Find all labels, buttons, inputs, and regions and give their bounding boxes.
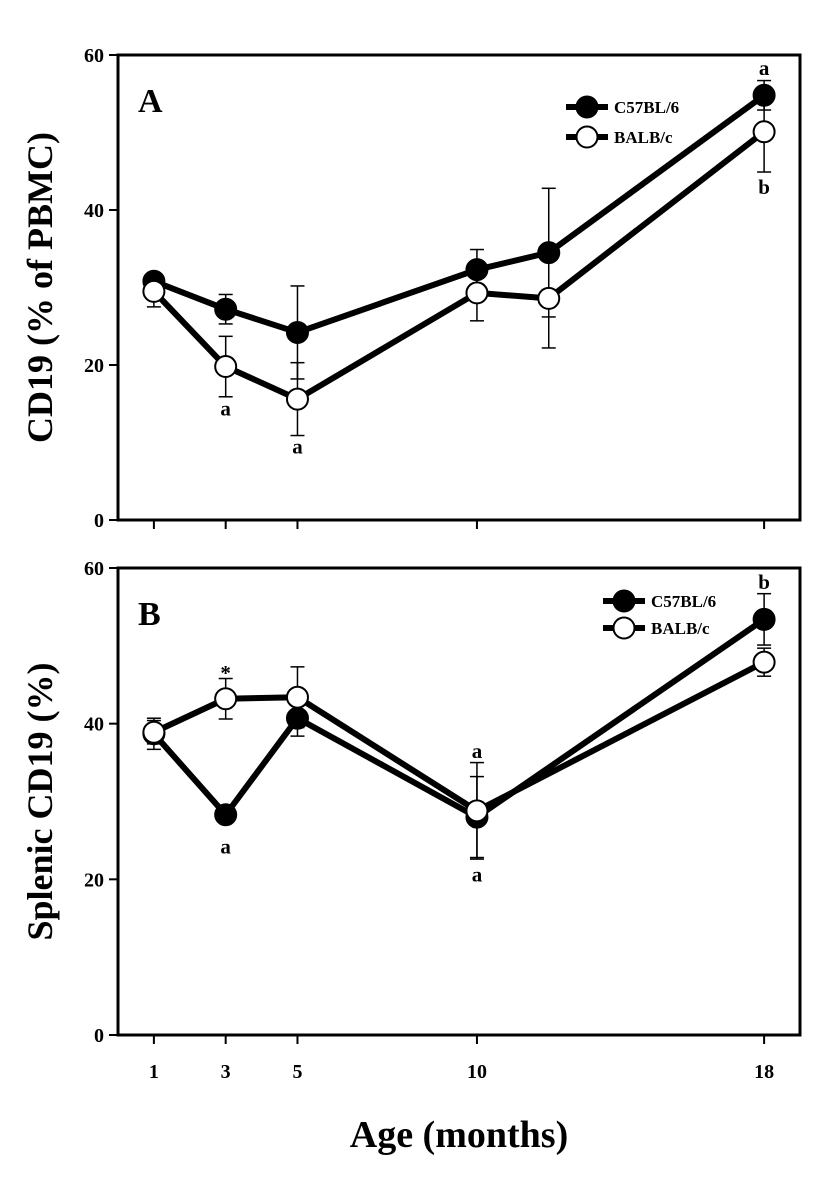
series-line-balb-c	[151, 129, 766, 403]
significance-annotation: a	[759, 56, 770, 80]
y-tick-label: 0	[94, 1025, 104, 1047]
y-tick-label: 40	[84, 200, 104, 222]
legend-entry: BALB/c	[651, 619, 710, 638]
significance-annotation: a	[292, 434, 303, 458]
data-point-balb-c	[537, 286, 561, 310]
data-point-balb-c	[285, 387, 309, 411]
legend-marker	[575, 95, 599, 119]
data-point-balb-c	[465, 281, 489, 305]
data-point-balb-c	[214, 687, 238, 711]
y-tick-label: 60	[84, 558, 104, 580]
data-point-c57bl-6	[537, 241, 561, 265]
legend-marker	[612, 589, 636, 613]
legend-marker	[575, 125, 599, 149]
significance-annotation: *	[220, 661, 231, 685]
data-point-balb-c	[752, 650, 776, 674]
significance-annotation: a	[472, 739, 483, 763]
data-point-c57bl-6	[752, 83, 776, 107]
legend-entry: BALB/c	[614, 128, 673, 147]
y-tick-label: 20	[84, 869, 104, 891]
data-point-c57bl-6	[214, 297, 238, 321]
y-tick-label: 20	[84, 355, 104, 377]
x-tick-label: 5	[292, 1061, 302, 1083]
significance-annotation: b	[758, 570, 770, 594]
x-tick-label: 10	[467, 1061, 487, 1083]
x-axis-label: Age (months)	[350, 1114, 568, 1156]
y-axis-label: Splenic CD19 (%)	[20, 663, 60, 941]
data-point-c57bl-6	[752, 607, 776, 631]
plot-frame-b	[116, 566, 802, 1037]
significance-annotation: a	[220, 835, 231, 859]
data-point-balb-c	[752, 120, 776, 144]
significance-annotation: a	[220, 396, 231, 420]
y-tick-label: 60	[84, 45, 104, 67]
data-point-balb-c	[285, 685, 309, 709]
panel-label: A	[138, 83, 163, 120]
significance-annotation: a	[472, 863, 483, 887]
y-axis-label: CD19 (% of PBMC)	[20, 132, 60, 443]
series-line-c57bl-6	[151, 616, 766, 821]
significance-annotation: b	[758, 175, 770, 199]
data-point-c57bl-6	[285, 706, 309, 730]
data-point-balb-c	[465, 799, 489, 823]
x-tick-label: 18	[754, 1061, 774, 1083]
legend-marker	[612, 616, 636, 640]
data-point-balb-c	[142, 720, 166, 744]
legend-entry: C57BL/6	[651, 592, 716, 611]
data-point-balb-c	[214, 355, 238, 379]
panel-label: B	[138, 596, 161, 633]
y-tick-label: 40	[84, 714, 104, 736]
x-tick-label: 1	[149, 1061, 159, 1083]
data-point-balb-c	[142, 279, 166, 303]
y-tick-label: 0	[94, 510, 104, 532]
data-point-c57bl-6	[465, 258, 489, 282]
legend-entry: C57BL/6	[614, 98, 679, 117]
x-tick-label: 3	[221, 1061, 231, 1083]
series-line-c57bl-6	[152, 92, 766, 336]
data-point-c57bl-6	[214, 803, 238, 827]
plot-frame-a	[116, 53, 802, 522]
data-point-c57bl-6	[285, 320, 309, 344]
